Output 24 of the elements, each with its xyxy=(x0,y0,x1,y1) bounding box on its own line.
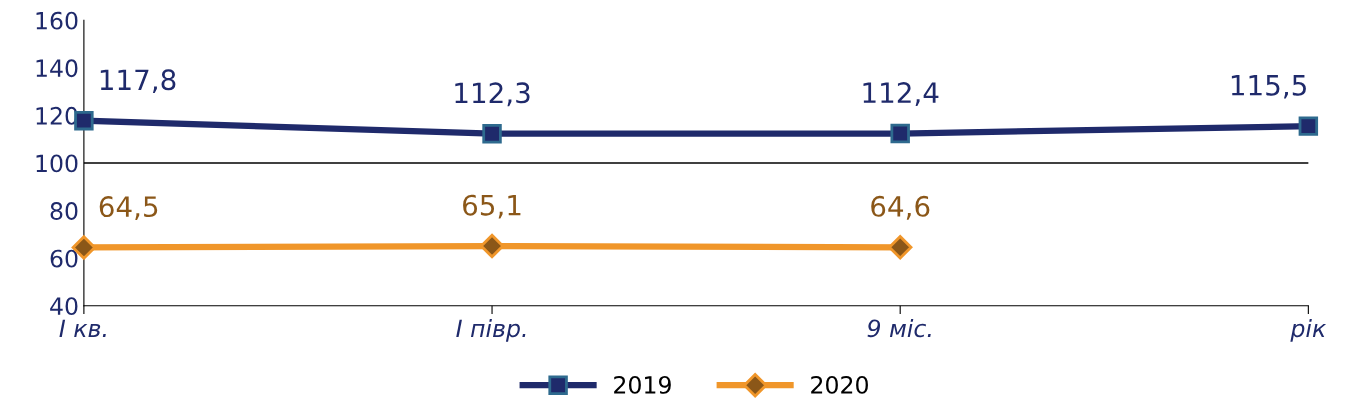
legend-label: 2020 xyxy=(811,375,868,394)
point xyxy=(888,235,913,260)
y-tick-label: 160 xyxy=(36,11,78,30)
point xyxy=(1298,116,1319,136)
data-label: 117,8 xyxy=(100,69,176,94)
x-tick-label: I кв. xyxy=(59,319,106,337)
legend-label: 2019 xyxy=(614,375,671,394)
y-tick-label: 140 xyxy=(36,59,78,78)
data-label: 65,1 xyxy=(463,194,521,219)
point xyxy=(890,123,910,144)
y-tick-label: 60 xyxy=(50,249,78,268)
data-label: 64,6 xyxy=(871,195,930,220)
y-tick-label: 80 xyxy=(50,202,78,220)
data-label: 115,5 xyxy=(1231,75,1306,99)
data-label: 112,3 xyxy=(455,82,530,107)
data-label: 64,5 xyxy=(99,196,158,220)
point xyxy=(482,124,502,144)
x-tick-label: 9 міс. xyxy=(867,318,931,338)
x-tick-label: I півр. xyxy=(456,318,526,342)
y-tick-label: 100 xyxy=(36,154,78,173)
data-label: 112,4 xyxy=(863,82,939,106)
y-tick-label: 40 xyxy=(50,297,78,316)
point xyxy=(479,233,505,259)
x-tick-label: рік xyxy=(1290,318,1327,342)
